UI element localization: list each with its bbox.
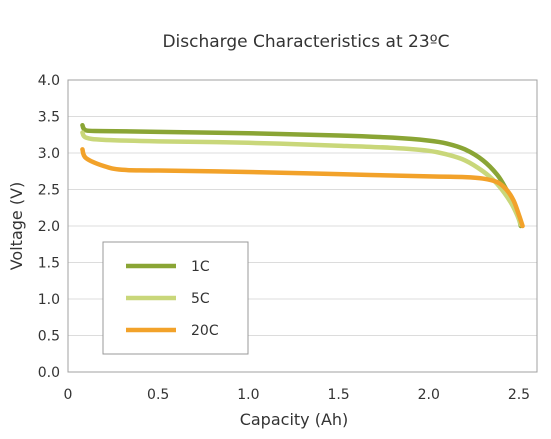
x-tick-label: 1.0 (237, 387, 259, 403)
x-tick-label: 2.5 (508, 387, 530, 403)
x-tick-label: 0 (64, 387, 73, 403)
series-line-20c (80, 147, 525, 229)
legend: 1C 5C 20C (102, 241, 249, 355)
legend-label-1c: 1C (191, 259, 210, 275)
legend-label-20c: 20C (191, 323, 219, 339)
y-tick-label: 1.5 (38, 256, 60, 272)
y-tick-label: 1.0 (38, 292, 60, 308)
y-tick-label: 4.0 (38, 73, 60, 89)
x-tick-label: 1.5 (327, 387, 349, 403)
y-tick-label: 2.5 (38, 183, 60, 199)
legend-label-5c: 5C (191, 291, 210, 307)
y-tick-label: 3.5 (38, 110, 60, 126)
y-tick-label: 0.0 (38, 365, 60, 381)
y-tick-label: 0.5 (38, 329, 60, 345)
x-tick-label: 0.5 (147, 387, 169, 403)
y-tick-label: 2.0 (38, 219, 60, 235)
y-tick-label: 3.0 (38, 146, 60, 162)
x-axis-label: Capacity (Ah) (240, 410, 349, 429)
y-axis-label: Voltage (V) (7, 182, 26, 271)
plot-frame (67, 79, 538, 373)
x-tick-label: 2.0 (418, 387, 440, 403)
series-line-5c (80, 130, 524, 227)
chart-title: Discharge Characteristics at 23ºC (162, 32, 449, 52)
